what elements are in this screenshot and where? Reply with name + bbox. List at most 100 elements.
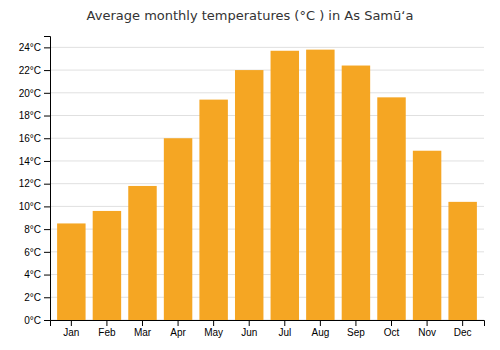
tick-mark: [249, 320, 250, 326]
bar: [342, 66, 370, 320]
tick-label: 2°C: [24, 292, 41, 303]
tick-mark: [142, 320, 143, 326]
tick: 6°C: [24, 247, 50, 258]
tick: 8°C: [24, 224, 50, 235]
tick: 22°C: [19, 65, 50, 76]
tick-label: 24°C: [19, 42, 41, 53]
bar: [413, 151, 441, 320]
grid-line: [50, 92, 484, 93]
tick-mark: [213, 320, 214, 326]
tick: 16°C: [19, 133, 50, 144]
bar: [93, 211, 121, 320]
tick: Jan: [63, 320, 79, 338]
tick-mark: [44, 116, 50, 117]
tick-mark: [284, 320, 285, 326]
bar: [271, 51, 299, 320]
tick-mark: [44, 184, 50, 185]
bar: [448, 202, 476, 320]
tick: 0°C: [24, 315, 50, 326]
bar: [306, 50, 334, 320]
y-axis: 0°C 2°C 4°C 6°C 8°C 10°C 12°C 14°C 16°C 18°C 20°C 2…: [19, 37, 51, 326]
tick-mark: [44, 93, 50, 94]
grid-line: [50, 47, 484, 48]
tick: Aug: [311, 320, 329, 338]
plot: 0°C 2°C 4°C 6°C 8°C 10°C 12°C 14°C 16°C 18°C 20°C 2…: [19, 37, 485, 339]
tick-mark: [44, 252, 50, 253]
tick: 24°C: [19, 42, 50, 53]
tick-mark: [320, 320, 321, 326]
tick: Mar: [134, 320, 152, 338]
tick-mark: [71, 320, 72, 326]
tick-label: Jun: [241, 327, 257, 338]
tick-label: Nov: [418, 327, 436, 338]
tick-mark: [44, 297, 50, 298]
tick-label: Feb: [98, 327, 116, 338]
bar: [164, 138, 192, 320]
tick-label: 16°C: [19, 133, 41, 144]
tick-label: 8°C: [24, 224, 41, 235]
tick: 12°C: [19, 178, 50, 189]
tick-mark: [44, 47, 50, 48]
tick-label: 20°C: [19, 88, 41, 99]
tick: 14°C: [19, 156, 50, 167]
bar: [199, 100, 227, 320]
tick: Feb: [98, 320, 116, 338]
tick: Oct: [384, 320, 400, 338]
chart: Average monthly temperatures (°C ) in As…: [0, 0, 500, 350]
x-axis: Jan Feb Mar Apr May Jun Jul Aug Sep Oct Nov Dec: [51, 320, 485, 338]
tick-mark: [44, 138, 50, 139]
bar: [128, 186, 156, 320]
tick-mark: [391, 320, 392, 326]
tick-mark: [106, 320, 107, 326]
tick: 2°C: [24, 292, 50, 303]
tick-mark: [462, 320, 463, 326]
tick: Nov: [418, 320, 436, 338]
tick-label: 14°C: [19, 156, 41, 167]
tick-label: 12°C: [19, 178, 41, 189]
axis-line: [44, 37, 51, 321]
tick: Apr: [170, 320, 186, 338]
tick-mark: [44, 206, 50, 207]
title: Average monthly temperatures (°C ) in As…: [87, 8, 414, 23]
tick-mark: [44, 275, 50, 276]
tick: 10°C: [19, 201, 50, 212]
tick-label: Apr: [170, 327, 186, 338]
bars: [57, 50, 477, 320]
bar: [235, 70, 263, 320]
grid-line: [50, 70, 484, 71]
tick: Dec: [454, 320, 472, 338]
tick-mark: [44, 70, 50, 71]
grid-line: [50, 138, 484, 139]
tick-label: May: [204, 327, 223, 338]
tick-label: Jul: [278, 327, 291, 338]
tick-label: 10°C: [19, 201, 41, 212]
tick-label: Dec: [454, 327, 472, 338]
tick-label: Mar: [134, 327, 152, 338]
axis-line: [51, 321, 485, 327]
tick: 4°C: [24, 269, 50, 280]
tick-label: 6°C: [24, 247, 41, 258]
tick: 18°C: [19, 110, 50, 121]
tick-label: Sep: [347, 327, 365, 338]
tick: Jun: [241, 320, 257, 338]
tick: 20°C: [19, 88, 50, 99]
tick: Jul: [278, 320, 291, 338]
bar: [57, 223, 85, 320]
tick-mark: [44, 161, 50, 162]
tick-mark: [44, 229, 50, 230]
grid: [50, 47, 484, 320]
tick: Sep: [347, 320, 365, 338]
tick-label: 4°C: [24, 269, 41, 280]
tick-label: 18°C: [19, 110, 41, 121]
tick-mark: [355, 320, 356, 326]
tick-label: Aug: [311, 327, 329, 338]
grid-line: [50, 115, 484, 116]
tick-mark: [44, 320, 50, 321]
tick-mark: [178, 320, 179, 326]
tick-label: Jan: [63, 327, 79, 338]
tick-label: 22°C: [19, 65, 41, 76]
tick: May: [204, 320, 223, 338]
tick-label: Oct: [384, 327, 400, 338]
bar: [377, 97, 405, 320]
tick-label: 0°C: [24, 315, 41, 326]
